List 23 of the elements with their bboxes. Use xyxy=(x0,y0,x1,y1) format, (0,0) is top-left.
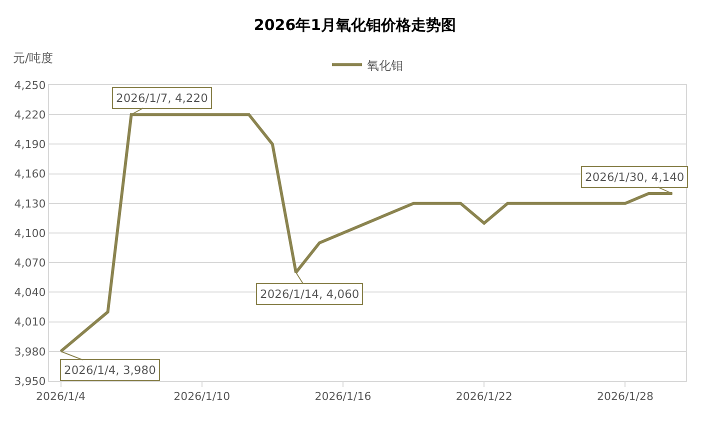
y-axis-title: 元/吨度 xyxy=(13,51,54,65)
y-tick-label: 4,220 xyxy=(14,108,46,122)
legend-label: 氧化钼 xyxy=(367,58,403,72)
y-tick-label: 4,130 xyxy=(14,197,46,210)
x-tick-label: 2026/1/16 xyxy=(314,390,372,404)
y-tick-label: 4,040 xyxy=(14,286,46,300)
annotation: 2026/1/4, 3,980 xyxy=(64,363,156,377)
y-tick-label: 4,070 xyxy=(14,256,46,270)
annotation: 2026/1/7, 4,220 xyxy=(116,91,208,105)
x-tick-label: 2026/1/4 xyxy=(36,390,86,404)
annotation: 2026/1/30, 4,140 xyxy=(585,170,684,184)
y-tick-label: 3,980 xyxy=(14,345,46,358)
x-tick-label: 2026/1/10 xyxy=(174,390,230,404)
x-tick-label: 2026/1/28 xyxy=(597,390,654,404)
y-tick-label: 4,160 xyxy=(14,168,46,181)
annotation: 2026/1/14, 4,060 xyxy=(260,287,360,301)
y-tick-label: 4,250 xyxy=(14,78,46,92)
y-tick-label: 3,950 xyxy=(14,374,46,388)
y-tick-label: 4,010 xyxy=(14,316,46,329)
y-tick-label: 4,190 xyxy=(14,138,46,152)
y-tick-label: 4,100 xyxy=(14,226,46,240)
chart-title: 2026年1月氧化钼价格走势图 xyxy=(254,16,456,34)
x-tick-label: 2026/1/22 xyxy=(456,390,512,404)
